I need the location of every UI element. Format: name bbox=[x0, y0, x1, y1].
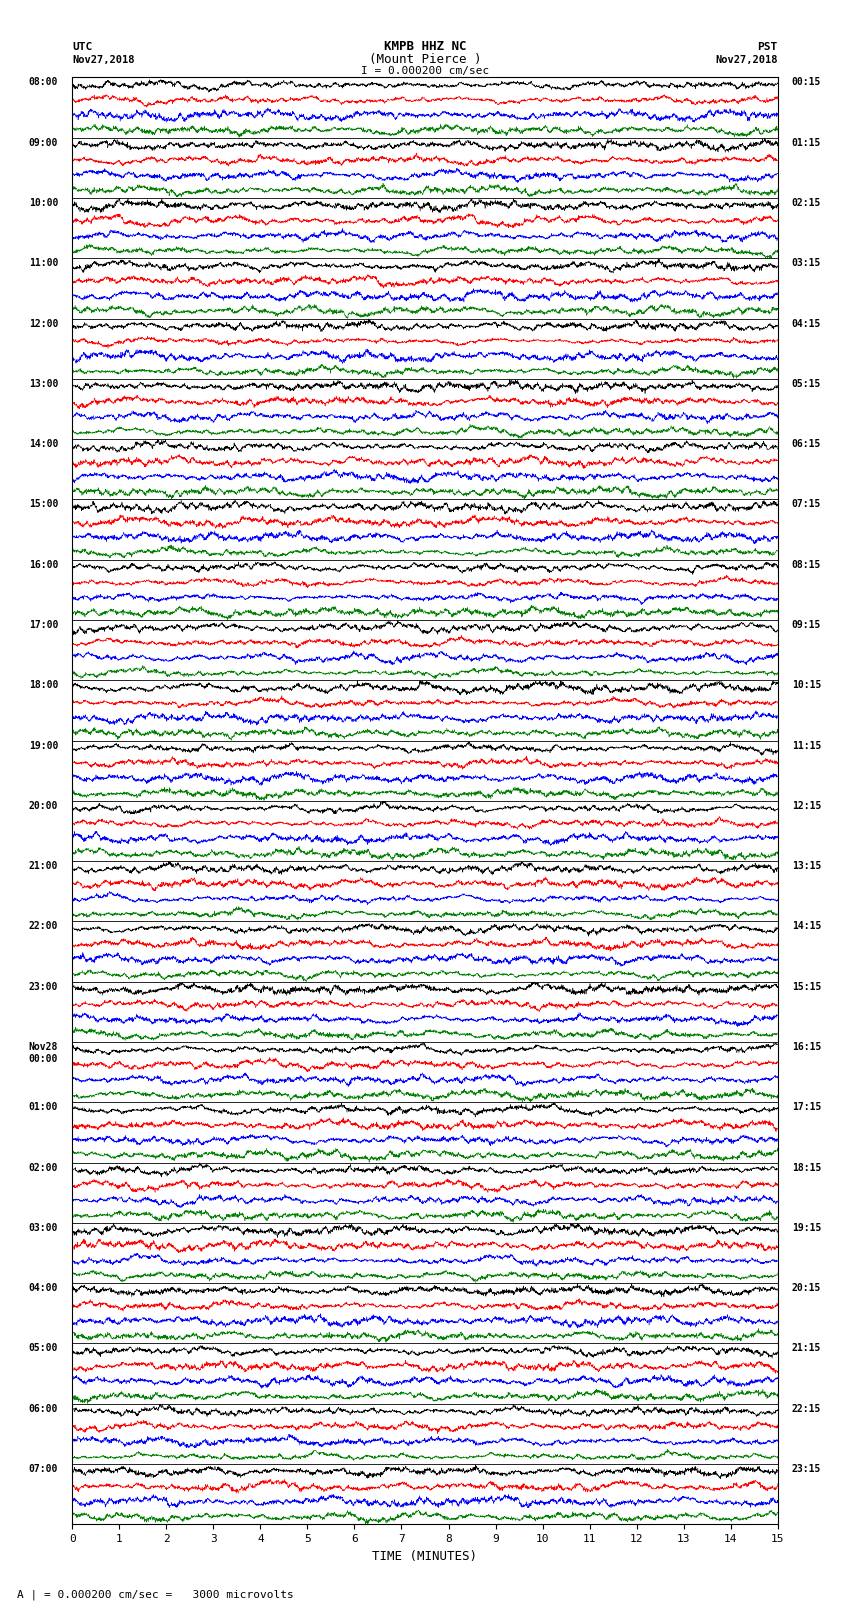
Text: 11:00: 11:00 bbox=[29, 258, 58, 268]
Text: 07:15: 07:15 bbox=[792, 500, 821, 510]
Text: KMPB HHZ NC: KMPB HHZ NC bbox=[383, 40, 467, 53]
Text: 08:15: 08:15 bbox=[792, 560, 821, 569]
Text: 09:00: 09:00 bbox=[29, 137, 58, 148]
Text: 10:00: 10:00 bbox=[29, 198, 58, 208]
Text: 22:15: 22:15 bbox=[792, 1403, 821, 1413]
Text: PST: PST bbox=[757, 42, 778, 52]
Text: I = 0.000200 cm/sec: I = 0.000200 cm/sec bbox=[361, 66, 489, 76]
Text: 01:00: 01:00 bbox=[29, 1102, 58, 1113]
Text: 06:00: 06:00 bbox=[29, 1403, 58, 1413]
Text: 01:15: 01:15 bbox=[792, 137, 821, 148]
Text: Nov27,2018: Nov27,2018 bbox=[715, 55, 778, 65]
X-axis label: TIME (MINUTES): TIME (MINUTES) bbox=[372, 1550, 478, 1563]
Text: UTC: UTC bbox=[72, 42, 93, 52]
Text: 23:00: 23:00 bbox=[29, 982, 58, 992]
Text: (Mount Pierce ): (Mount Pierce ) bbox=[369, 53, 481, 66]
Text: A | = 0.000200 cm/sec =   3000 microvolts: A | = 0.000200 cm/sec = 3000 microvolts bbox=[17, 1589, 294, 1600]
Text: 04:15: 04:15 bbox=[792, 319, 821, 329]
Text: 16:15: 16:15 bbox=[792, 1042, 821, 1052]
Text: 14:15: 14:15 bbox=[792, 921, 821, 931]
Text: 17:15: 17:15 bbox=[792, 1102, 821, 1113]
Text: Nov27,2018: Nov27,2018 bbox=[72, 55, 135, 65]
Text: 00:15: 00:15 bbox=[792, 77, 821, 87]
Text: 05:15: 05:15 bbox=[792, 379, 821, 389]
Text: 09:15: 09:15 bbox=[792, 619, 821, 631]
Text: 13:15: 13:15 bbox=[792, 861, 821, 871]
Text: 21:00: 21:00 bbox=[29, 861, 58, 871]
Text: 07:00: 07:00 bbox=[29, 1465, 58, 1474]
Text: 03:00: 03:00 bbox=[29, 1223, 58, 1232]
Text: 14:00: 14:00 bbox=[29, 439, 58, 448]
Text: 12:00: 12:00 bbox=[29, 319, 58, 329]
Text: 23:15: 23:15 bbox=[792, 1465, 821, 1474]
Text: 06:15: 06:15 bbox=[792, 439, 821, 448]
Text: 11:15: 11:15 bbox=[792, 740, 821, 750]
Text: 13:00: 13:00 bbox=[29, 379, 58, 389]
Text: 17:00: 17:00 bbox=[29, 619, 58, 631]
Text: 12:15: 12:15 bbox=[792, 800, 821, 811]
Text: 16:00: 16:00 bbox=[29, 560, 58, 569]
Text: 20:15: 20:15 bbox=[792, 1284, 821, 1294]
Text: 10:15: 10:15 bbox=[792, 681, 821, 690]
Text: Nov28
00:00: Nov28 00:00 bbox=[29, 1042, 58, 1063]
Text: 19:15: 19:15 bbox=[792, 1223, 821, 1232]
Text: 19:00: 19:00 bbox=[29, 740, 58, 750]
Text: 20:00: 20:00 bbox=[29, 800, 58, 811]
Text: 21:15: 21:15 bbox=[792, 1344, 821, 1353]
Text: 02:00: 02:00 bbox=[29, 1163, 58, 1173]
Text: 08:00: 08:00 bbox=[29, 77, 58, 87]
Text: 15:00: 15:00 bbox=[29, 500, 58, 510]
Text: 03:15: 03:15 bbox=[792, 258, 821, 268]
Text: 18:00: 18:00 bbox=[29, 681, 58, 690]
Text: 04:00: 04:00 bbox=[29, 1284, 58, 1294]
Text: 15:15: 15:15 bbox=[792, 982, 821, 992]
Text: 22:00: 22:00 bbox=[29, 921, 58, 931]
Text: 02:15: 02:15 bbox=[792, 198, 821, 208]
Text: 18:15: 18:15 bbox=[792, 1163, 821, 1173]
Text: 05:00: 05:00 bbox=[29, 1344, 58, 1353]
